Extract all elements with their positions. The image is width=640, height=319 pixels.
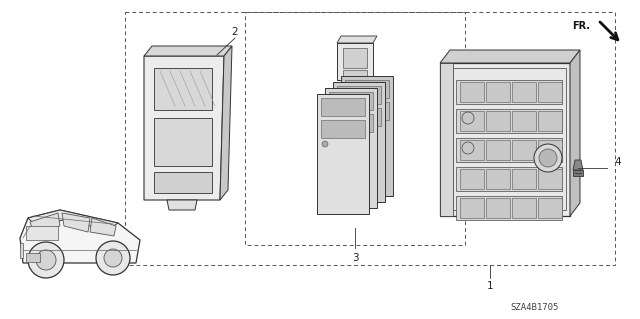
Polygon shape — [30, 213, 60, 233]
Bar — [337, 43, 373, 80]
Polygon shape — [144, 46, 232, 56]
Circle shape — [338, 129, 344, 135]
Polygon shape — [90, 218, 116, 236]
Bar — [245, 12, 465, 245]
Bar — [337, 86, 381, 104]
Bar — [321, 120, 365, 138]
Circle shape — [462, 142, 474, 154]
Bar — [456, 109, 562, 133]
Polygon shape — [144, 56, 224, 200]
Bar — [154, 68, 212, 110]
Bar — [337, 108, 381, 126]
Bar — [345, 102, 389, 120]
Bar — [456, 167, 562, 191]
Bar — [512, 82, 536, 102]
Bar — [329, 114, 373, 132]
Circle shape — [96, 241, 130, 275]
Circle shape — [539, 149, 557, 167]
Circle shape — [330, 135, 336, 141]
Circle shape — [104, 249, 122, 267]
Bar — [460, 169, 484, 189]
Bar — [512, 198, 536, 218]
Bar — [486, 198, 510, 218]
Circle shape — [462, 112, 474, 124]
Bar — [460, 111, 484, 131]
Bar — [486, 169, 510, 189]
Bar — [453, 68, 566, 210]
Circle shape — [36, 250, 56, 270]
Bar — [486, 82, 510, 102]
Text: SZA4B1705: SZA4B1705 — [511, 303, 559, 313]
Circle shape — [346, 123, 352, 129]
Bar — [486, 111, 510, 131]
Text: 3: 3 — [352, 253, 358, 263]
Bar — [456, 196, 562, 220]
Bar — [343, 70, 367, 76]
Bar — [20, 243, 23, 258]
Text: 4: 4 — [614, 157, 621, 167]
Bar — [440, 63, 453, 216]
Polygon shape — [440, 50, 580, 63]
Polygon shape — [337, 36, 377, 43]
Circle shape — [322, 141, 328, 147]
Bar — [343, 48, 367, 68]
Bar — [460, 82, 484, 102]
Polygon shape — [570, 50, 580, 216]
Bar — [538, 82, 562, 102]
Bar — [26, 253, 40, 262]
Bar — [333, 82, 385, 202]
Polygon shape — [440, 63, 570, 216]
Polygon shape — [20, 210, 140, 263]
Bar — [26, 226, 58, 240]
Bar — [345, 80, 389, 98]
Bar — [329, 92, 373, 110]
Text: 2: 2 — [232, 27, 238, 37]
Bar — [460, 198, 484, 218]
Polygon shape — [62, 213, 90, 232]
Polygon shape — [28, 210, 118, 230]
Bar — [512, 111, 536, 131]
Bar — [512, 169, 536, 189]
Bar — [460, 140, 484, 160]
Bar — [573, 170, 583, 176]
Text: FR.: FR. — [572, 21, 590, 31]
Bar — [456, 138, 562, 162]
Bar — [538, 169, 562, 189]
Bar — [538, 111, 562, 131]
Bar — [154, 118, 212, 166]
Polygon shape — [573, 160, 583, 170]
Bar — [486, 140, 510, 160]
Bar — [325, 88, 377, 208]
Polygon shape — [167, 200, 197, 210]
Bar — [321, 98, 365, 116]
Circle shape — [28, 242, 64, 278]
Bar — [538, 140, 562, 160]
Bar — [512, 140, 536, 160]
Bar — [125, 12, 615, 265]
Text: 1: 1 — [486, 281, 493, 291]
Bar — [154, 172, 212, 193]
Bar — [456, 80, 562, 104]
Circle shape — [534, 144, 562, 172]
Bar — [538, 198, 562, 218]
Polygon shape — [220, 46, 232, 200]
Bar — [317, 94, 369, 214]
Bar — [341, 76, 393, 196]
